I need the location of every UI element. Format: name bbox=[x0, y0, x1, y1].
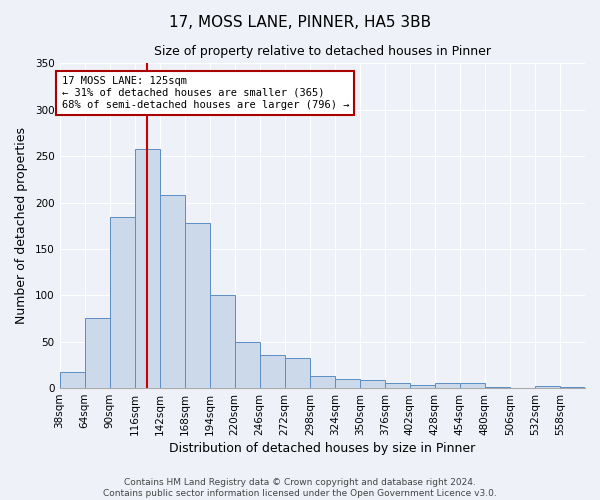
Bar bbox=[285, 358, 310, 388]
Bar bbox=[560, 387, 585, 388]
Bar bbox=[134, 148, 160, 388]
X-axis label: Distribution of detached houses by size in Pinner: Distribution of detached houses by size … bbox=[169, 442, 475, 455]
Bar bbox=[59, 372, 85, 388]
Bar bbox=[535, 386, 560, 388]
Bar bbox=[110, 218, 134, 388]
Bar bbox=[209, 296, 235, 388]
Bar bbox=[310, 376, 335, 388]
Text: 17 MOSS LANE: 125sqm
← 31% of detached houses are smaller (365)
68% of semi-deta: 17 MOSS LANE: 125sqm ← 31% of detached h… bbox=[62, 76, 349, 110]
Bar bbox=[335, 379, 360, 388]
Bar bbox=[260, 354, 285, 388]
Bar bbox=[485, 387, 510, 388]
Bar bbox=[460, 384, 485, 388]
Bar bbox=[410, 386, 435, 388]
Bar bbox=[235, 342, 260, 388]
Text: 17, MOSS LANE, PINNER, HA5 3BB: 17, MOSS LANE, PINNER, HA5 3BB bbox=[169, 15, 431, 30]
Bar bbox=[385, 384, 410, 388]
Bar bbox=[360, 380, 385, 388]
Title: Size of property relative to detached houses in Pinner: Size of property relative to detached ho… bbox=[154, 45, 491, 58]
Text: Contains HM Land Registry data © Crown copyright and database right 2024.
Contai: Contains HM Land Registry data © Crown c… bbox=[103, 478, 497, 498]
Y-axis label: Number of detached properties: Number of detached properties bbox=[15, 127, 28, 324]
Bar bbox=[85, 318, 110, 388]
Bar bbox=[435, 384, 460, 388]
Bar bbox=[160, 195, 185, 388]
Bar bbox=[185, 223, 209, 388]
